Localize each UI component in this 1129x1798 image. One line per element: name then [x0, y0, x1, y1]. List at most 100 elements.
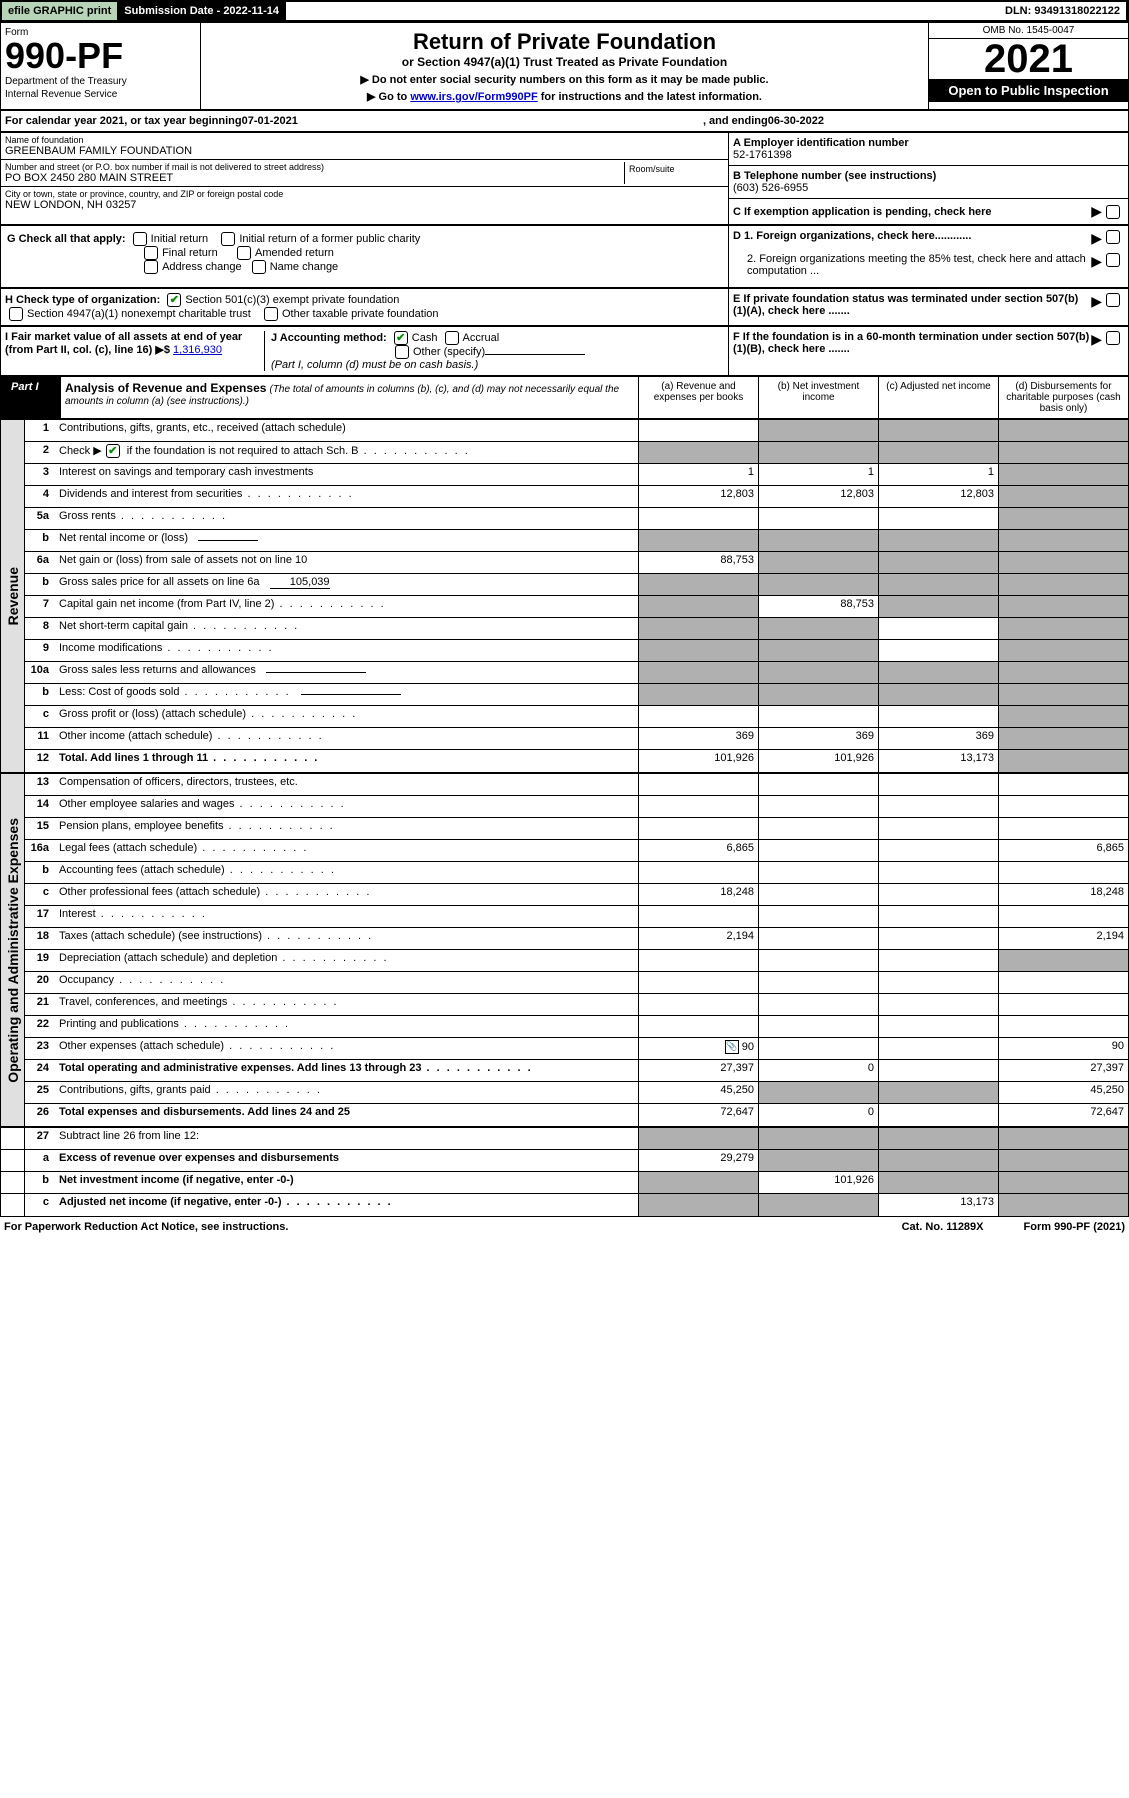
- attachment-icon[interactable]: 📎: [725, 1040, 739, 1054]
- cell-c: [878, 796, 998, 817]
- cell-d: [998, 1016, 1128, 1037]
- cell-c: [878, 1150, 998, 1171]
- instr-2: ▶ Go to www.irs.gov/Form990PF for instru…: [207, 90, 922, 103]
- cell-b: [758, 640, 878, 661]
- initial-former-checkbox[interactable]: [221, 232, 235, 246]
- form990pf-link[interactable]: www.irs.gov/Form990PF: [410, 91, 537, 103]
- cash-checkbox[interactable]: [394, 331, 408, 345]
- foundation-name-label: Name of foundation: [5, 135, 724, 145]
- cell-a: [638, 508, 758, 529]
- name-change-checkbox[interactable]: [252, 260, 266, 274]
- header-mid: Return of Private Foundation or Section …: [201, 23, 928, 109]
- initial-return-checkbox[interactable]: [133, 232, 147, 246]
- row-16a: 16aLegal fees (attach schedule)6,8656,86…: [25, 840, 1128, 862]
- row-9: 9Income modifications: [25, 640, 1128, 662]
- initial-former-label: Initial return of a former public charit…: [239, 233, 420, 245]
- r20-desc: Occupancy: [59, 974, 114, 986]
- cell-d: [998, 662, 1128, 683]
- r12-desc: Total. Add lines 1 through 11: [59, 752, 208, 764]
- cell-b: [758, 1038, 878, 1059]
- e-checkbox[interactable]: [1106, 293, 1120, 307]
- cell-d: [998, 530, 1128, 551]
- cell-c: [878, 618, 998, 639]
- d1-checkbox[interactable]: [1106, 230, 1120, 244]
- form-title: Return of Private Foundation: [207, 29, 922, 55]
- f-block: F If the foundation is in a 60-month ter…: [728, 327, 1128, 375]
- cell-d: [998, 950, 1128, 971]
- city: NEW LONDON, NH 03257: [5, 199, 724, 211]
- cell-a: 2,194: [638, 928, 758, 949]
- line-desc: Printing and publications: [55, 1016, 638, 1037]
- 4947a1-checkbox[interactable]: [9, 307, 23, 321]
- row-27c: cAdjusted net income (if negative, enter…: [1, 1194, 1128, 1216]
- 501c3-checkbox[interactable]: [167, 293, 181, 307]
- line-num: 16a: [25, 840, 55, 861]
- header-left: Form 990-PF Department of the Treasury I…: [1, 23, 201, 109]
- accrual-checkbox[interactable]: [445, 331, 459, 345]
- cell-b: [758, 862, 878, 883]
- line-num: 9: [25, 640, 55, 661]
- cell-a: [638, 906, 758, 927]
- h-block: H Check type of organization: Section 50…: [1, 289, 728, 325]
- row-15: 15Pension plans, employee benefits: [25, 818, 1128, 840]
- line-num: 12: [25, 750, 55, 772]
- part-1-desc: Analysis of Revenue and Expenses (The to…: [61, 377, 638, 418]
- amended-return-label: Amended return: [255, 247, 334, 259]
- cell-d: 27,397: [998, 1060, 1128, 1081]
- d-block: D 1. Foreign organizations, check here..…: [728, 226, 1128, 287]
- line-desc: Subtract line 26 from line 12:: [55, 1128, 638, 1149]
- cell-b: 369: [758, 728, 878, 749]
- address-change-label: Address change: [162, 261, 242, 273]
- r23-desc: Other expenses (attach schedule): [59, 1040, 224, 1052]
- line-num: 3: [25, 464, 55, 485]
- cell-a: 88,753: [638, 552, 758, 573]
- r21-desc: Travel, conferences, and meetings: [59, 996, 227, 1008]
- pra-notice: For Paperwork Reduction Act Notice, see …: [4, 1221, 288, 1233]
- amended-return-checkbox[interactable]: [237, 246, 251, 260]
- cell-b: [758, 552, 878, 573]
- form-header: Form 990-PF Department of the Treasury I…: [0, 22, 1129, 110]
- line-num: 5a: [25, 508, 55, 529]
- row-18: 18Taxes (attach schedule) (see instructi…: [25, 928, 1128, 950]
- line-num: b: [25, 684, 55, 705]
- efile-graphic-print[interactable]: efile GRAPHIC print: [2, 2, 118, 20]
- address-change-checkbox[interactable]: [144, 260, 158, 274]
- d2-checkbox[interactable]: [1106, 253, 1120, 267]
- irs-label: Internal Revenue Service: [5, 89, 196, 100]
- row-12: 12Total. Add lines 1 through 11101,92610…: [25, 750, 1128, 772]
- header-right: OMB No. 1545-0047 2021 Open to Public In…: [928, 23, 1128, 109]
- cell-b: [758, 420, 878, 441]
- c-checkbox[interactable]: [1106, 205, 1120, 219]
- other-taxable-checkbox[interactable]: [264, 307, 278, 321]
- r23-a: 90: [742, 1041, 754, 1053]
- line-num: 13: [25, 774, 55, 795]
- line-num: b: [25, 1172, 55, 1193]
- sch-b-checkbox[interactable]: [106, 444, 120, 458]
- final-return-checkbox[interactable]: [144, 246, 158, 260]
- cell-b: [758, 884, 878, 905]
- calendar-year-row: For calendar year 2021, or tax year begi…: [0, 110, 1129, 132]
- j-note: (Part I, column (d) must be on cash basi…: [271, 359, 478, 371]
- line-desc: Taxes (attach schedule) (see instruction…: [55, 928, 638, 949]
- r6b-desc: Gross sales price for all assets on line…: [59, 576, 260, 588]
- cell-a: [638, 442, 758, 463]
- line-desc: Gross sales price for all assets on line…: [55, 574, 638, 595]
- expenses-label: Operating and Administrative Expenses: [5, 818, 21, 1083]
- cell-a: [638, 420, 758, 441]
- row-19: 19Depreciation (attach schedule) and dep…: [25, 950, 1128, 972]
- cell-a: [638, 706, 758, 727]
- line-desc: Legal fees (attach schedule): [55, 840, 638, 861]
- col-d-header: (d) Disbursements for charitable purpose…: [998, 377, 1128, 418]
- cell-d: [998, 552, 1128, 573]
- line-num: 22: [25, 1016, 55, 1037]
- f-checkbox[interactable]: [1106, 331, 1120, 345]
- other-method-checkbox[interactable]: [395, 345, 409, 359]
- arrow-icon: ▶: [1091, 293, 1102, 317]
- cell-d: 18,248: [998, 884, 1128, 905]
- cell-a: 29,279: [638, 1150, 758, 1171]
- line-desc: Contributions, gifts, grants, etc., rece…: [55, 420, 638, 441]
- catalog-number: Cat. No. 11289X: [902, 1221, 984, 1233]
- cell-a: 18,248: [638, 884, 758, 905]
- tel-label: B Telephone number (see instructions): [733, 170, 1124, 182]
- r19-desc: Depreciation (attach schedule) and deple…: [59, 952, 277, 964]
